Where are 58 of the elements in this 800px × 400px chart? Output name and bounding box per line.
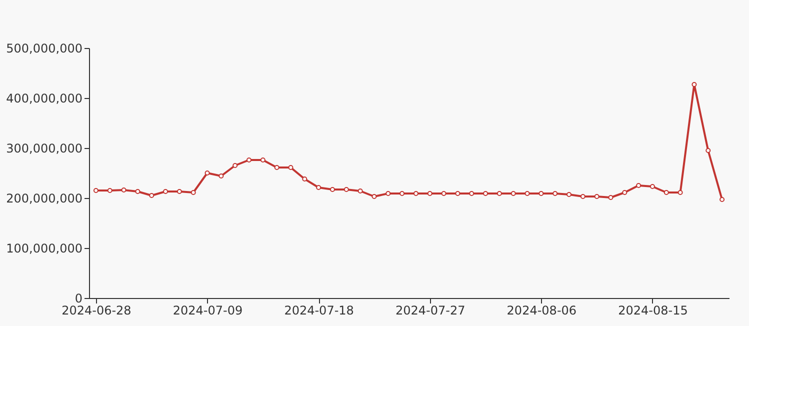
x-tick-label: 2024-08-06: [506, 304, 577, 318]
point: [636, 183, 642, 188]
point: [441, 191, 446, 196]
y-tick-label: 500,000,000: [6, 42, 82, 56]
point: [218, 174, 224, 178]
x-tick-label: 2024-08-15: [618, 304, 688, 318]
point: [372, 194, 377, 199]
point: [594, 194, 600, 199]
point: [344, 187, 349, 192]
y-tick-label: 400,000,000: [6, 92, 82, 106]
point: [93, 188, 98, 193]
x-tick-label: 2024-06-28: [62, 304, 132, 318]
point: [288, 165, 294, 170]
x-tick-label: 2024-07-18: [284, 304, 354, 318]
point: [246, 158, 252, 162]
point: [358, 188, 363, 194]
point: [692, 82, 697, 87]
point: [121, 188, 126, 192]
point: [386, 191, 391, 196]
point: [260, 158, 266, 162]
point: [400, 191, 405, 196]
point: [302, 176, 308, 182]
point: [204, 170, 210, 176]
x-tick-label: 2024-07-27: [395, 304, 466, 318]
y-tick-label: 100,000,000: [6, 242, 82, 256]
point: [176, 189, 182, 194]
point: [496, 191, 502, 196]
point: [455, 191, 460, 196]
point: [524, 191, 530, 196]
point: [190, 190, 196, 195]
point: [107, 188, 112, 193]
y-tick-label: 0: [74, 292, 82, 306]
point: [469, 191, 474, 196]
point: [316, 185, 322, 190]
point: [483, 191, 488, 196]
point: [413, 191, 418, 196]
point: [274, 165, 280, 170]
point: [580, 194, 586, 199]
point: [232, 163, 238, 168]
point: [163, 189, 168, 194]
point: [664, 190, 669, 195]
point: [135, 189, 140, 194]
point: [566, 192, 572, 197]
point: [510, 191, 516, 196]
point: [552, 191, 558, 196]
x-tick-label: 2024-07-09: [172, 304, 243, 318]
y-tick-label: 300,000,000: [6, 142, 82, 156]
point: [650, 184, 655, 189]
point: [538, 191, 544, 196]
point: [149, 193, 154, 198]
point: [330, 187, 335, 192]
point: [678, 190, 683, 195]
point: [622, 190, 628, 195]
point: [608, 195, 614, 200]
point: [427, 191, 432, 196]
point: [706, 148, 711, 153]
point: [720, 197, 725, 202]
y-tick-label: 200,000,000: [6, 192, 82, 206]
